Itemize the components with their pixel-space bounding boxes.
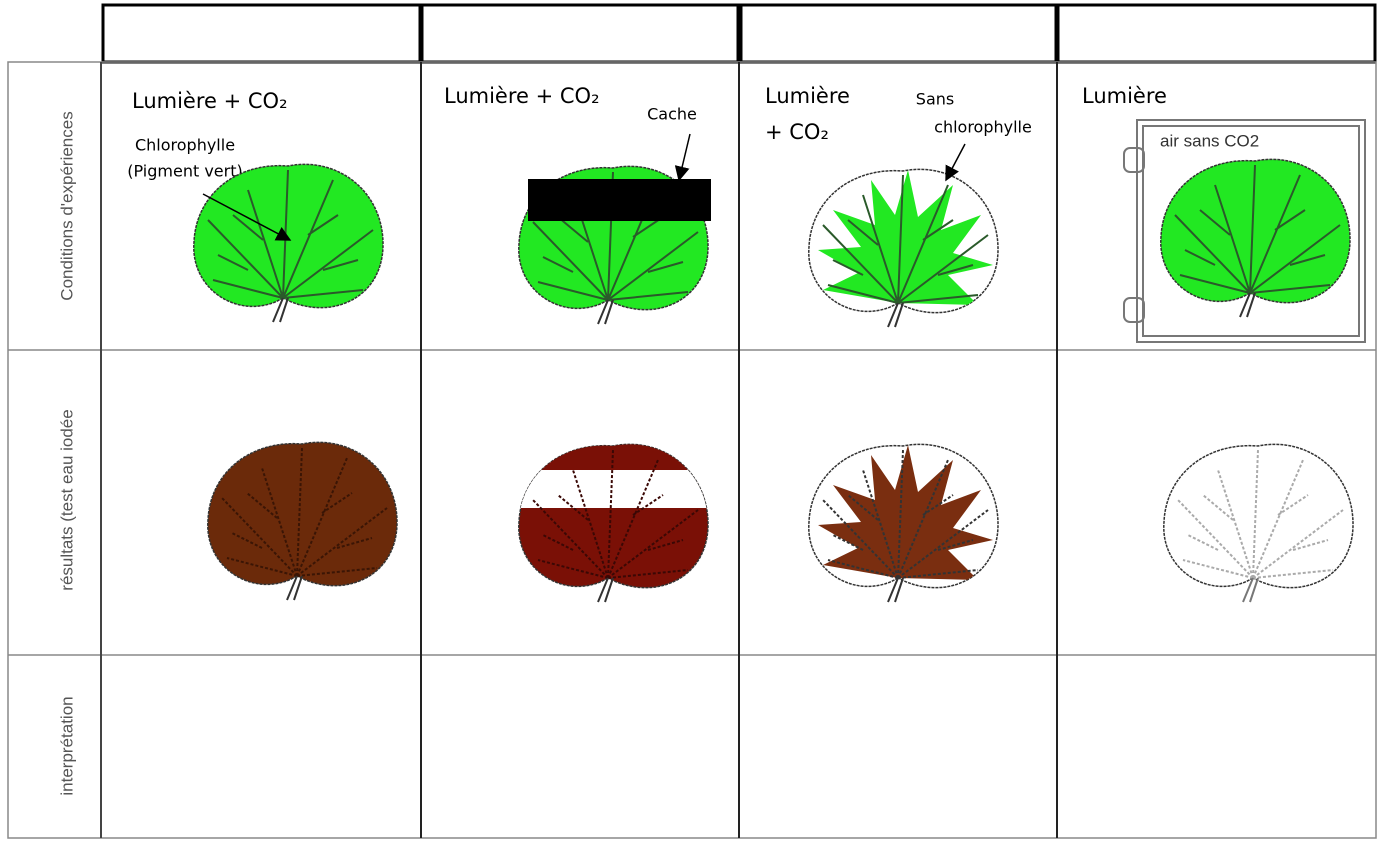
diagram: Conditions d'expériences résultats (test… xyxy=(0,0,1382,841)
cell-title: + CO₂ xyxy=(765,120,829,144)
cell-note: Cache xyxy=(647,105,697,124)
box-label: air sans CO2 xyxy=(1160,131,1259,150)
leaf xyxy=(809,169,998,327)
leaf xyxy=(809,444,998,602)
leaf xyxy=(194,164,383,322)
cell-title: Lumière + CO₂ xyxy=(132,89,288,113)
cell-title: Lumière + CO₂ xyxy=(444,84,600,108)
cell-note: Chlorophylle xyxy=(135,136,235,155)
arrow xyxy=(946,144,965,180)
header-cell xyxy=(1058,5,1375,62)
leaf xyxy=(513,430,713,602)
row-label: interprétation xyxy=(57,696,76,795)
no-starch-band xyxy=(513,470,713,508)
leaf xyxy=(208,442,397,600)
leaf xyxy=(1161,159,1350,317)
arrow xyxy=(679,134,690,180)
cell-title: Lumière xyxy=(765,84,850,108)
cell-note: Sans xyxy=(916,90,954,109)
header-cell xyxy=(422,5,738,62)
leaf-inner xyxy=(513,430,713,508)
header-cell xyxy=(741,5,1056,62)
header-row xyxy=(103,5,1375,62)
row-label: résultats (test eau iodée xyxy=(57,409,76,590)
cell-note: (Pigment vert) xyxy=(127,162,242,181)
page: Conditions d'expériences résultats (test… xyxy=(0,0,1382,841)
cell-note: chlorophylle xyxy=(934,118,1032,137)
leaves xyxy=(194,159,1353,602)
cache xyxy=(528,179,711,221)
cell-title: Lumière xyxy=(1082,84,1167,108)
row-label: Conditions d'expériences xyxy=(57,111,76,300)
header-cell xyxy=(103,5,420,62)
leaf xyxy=(1164,444,1353,602)
